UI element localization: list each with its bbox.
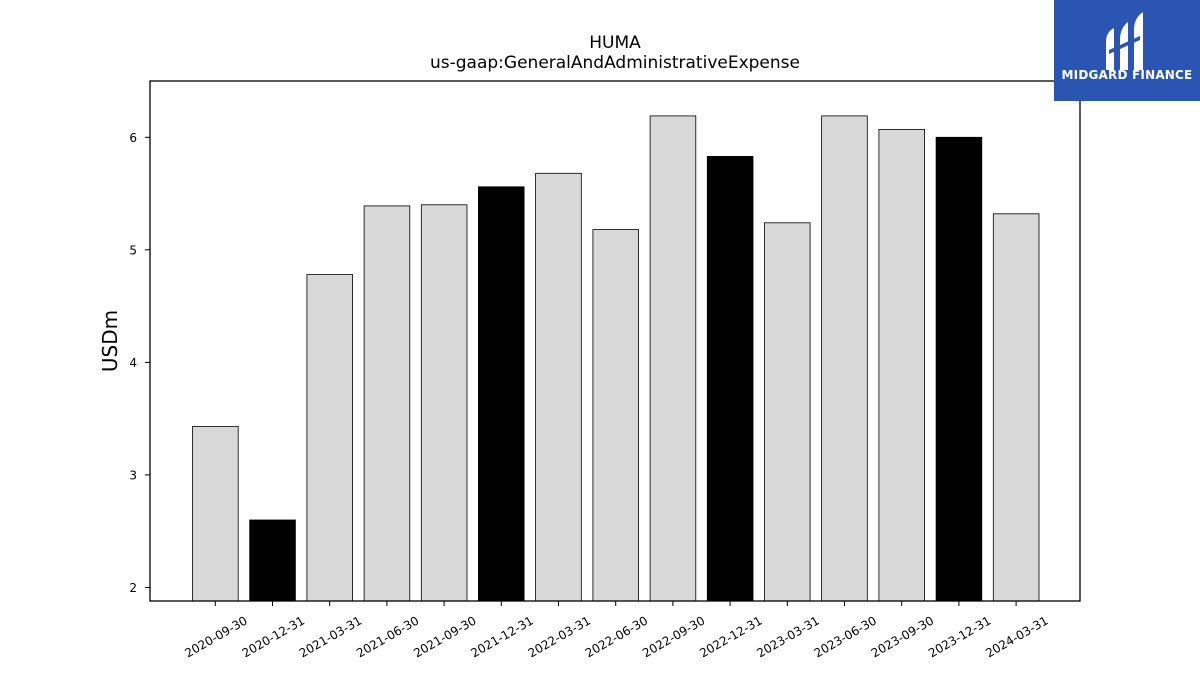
x-tick-label: 2020-09-30 [182,613,249,660]
bar-2023-03-31 [764,222,811,602]
logo-text: MIDGARD FINANCE [1061,68,1193,82]
bar-2022-06-30 [592,229,640,602]
bars-layer [192,115,1040,602]
x-tick-label: 2021-03-31 [297,613,364,660]
chart-subtitle: us-gaap:GeneralAndAdministrativeExpense [430,53,800,73]
x-tick-label: 2024-03-31 [983,613,1050,660]
y-tick-label: 5 [129,243,137,257]
bar-2020-12-31 [249,519,296,602]
x-tick-label: 2023-06-30 [812,613,879,660]
midgard-finance-logo: MIDGARD FINANCE [1054,0,1200,101]
chart-title: HUMA [589,33,641,53]
bar-2021-06-30 [363,205,411,602]
bar-2022-09-30 [649,115,697,602]
x-tick-label: 2023-09-30 [869,613,936,660]
bar-2023-06-30 [821,115,868,602]
y-axis-label: USDm [98,310,122,372]
bar-2021-12-31 [477,186,525,602]
bar-2022-03-31 [535,172,582,602]
x-tick-label: 2023-03-31 [754,613,821,660]
bar-2021-09-30 [420,204,468,602]
y-tick-label: 6 [129,131,137,145]
bar-2022-12-31 [706,155,754,602]
x-tick-label: 2022-03-31 [526,613,593,660]
bar-2023-12-31 [935,136,983,602]
midgard-finance-logo-icon [1106,12,1143,70]
x-tick-label: 2021-06-30 [354,613,421,660]
bar-2021-03-31 [306,274,353,602]
x-tick-label: 2022-12-31 [697,613,764,660]
x-tick-label: 2022-09-30 [640,613,707,660]
bar-2020-09-30 [192,426,239,602]
x-tick-label: 2020-12-31 [240,613,307,660]
x-tick-label: 2022-06-30 [583,613,650,660]
x-tick-label: 2021-12-31 [468,613,535,660]
x-tick-label: 2021-09-30 [411,613,478,660]
y-tick-label: 2 [129,581,137,595]
plot-frame [149,80,1081,602]
y-tick-label: 4 [129,356,137,370]
bar-2023-09-30 [878,128,926,602]
bar-2024-03-31 [992,213,1040,602]
x-tick-label: 2023-12-31 [926,613,993,660]
y-tick-label: 3 [129,468,137,482]
